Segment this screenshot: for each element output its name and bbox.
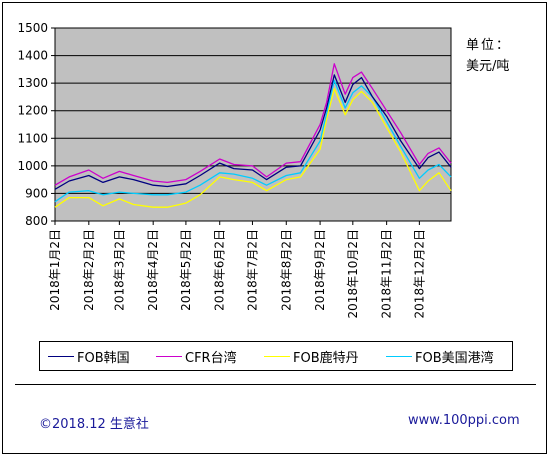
- line-chart: 800 900 1000 1100 1200 1300 1400 1500 2018年1月2日…: [17, 21, 452, 318]
- x-tick-label: 2018年10月2日: [346, 229, 360, 318]
- legend-swatch-fob-us-gulf: [386, 355, 412, 357]
- x-tick-label: 2018年5月2日: [179, 229, 193, 311]
- chart-legend: FOB韩国 CFR台湾 FOB鹿特丹 FOB美国港湾: [39, 341, 513, 371]
- y-tick-label: 1000: [17, 159, 48, 173]
- x-tick-label: 2018年9月2日: [313, 229, 327, 311]
- x-tick-label: 2018年3月2日: [112, 229, 126, 311]
- legend-swatch-cfr-taiwan: [156, 355, 182, 357]
- legend-label-fob-korea: FOB韩国: [77, 350, 130, 366]
- y-tick-label: 1300: [17, 76, 48, 90]
- x-tick-label: 2018年12月2日: [412, 229, 426, 318]
- unit-value: 美元/吨: [466, 59, 510, 74]
- series-line-fob-us-gulf: [54, 79, 452, 203]
- x-tick-label: 2018年2月2日: [82, 229, 96, 311]
- legend-swatch-fob-korea: [48, 355, 74, 357]
- footer-website: www.100ppi.com: [408, 413, 520, 428]
- y-tick-label: 1500: [17, 21, 48, 35]
- series-line-fob-korea: [54, 74, 452, 190]
- legend-label-fob-rotterdam: FOB鹿特丹: [293, 350, 359, 366]
- x-tick-label: 2018年1月2日: [48, 229, 62, 311]
- series-line-fob-rotterdam: [54, 88, 452, 208]
- legend-item-fob-rotterdam: FOB鹿特丹: [264, 342, 359, 370]
- x-tick-label: 2018年11月2日: [380, 229, 394, 318]
- x-tick-label: 2018年6月2日: [213, 229, 227, 311]
- legend-swatch-fob-rotterdam: [264, 355, 290, 357]
- y-tick-label: 1100: [17, 131, 48, 145]
- legend-item-fob-korea: FOB韩国: [48, 342, 130, 370]
- unit-label: 单位：: [466, 38, 512, 53]
- y-tick-label: 800: [25, 214, 48, 228]
- y-tick-label: 900: [25, 186, 48, 200]
- chart-frame: 800 900 1000 1100 1200 1300 1400 1500 2018年1月2日…: [2, 2, 547, 454]
- x-tick-label: 2018年4月2日: [146, 229, 160, 311]
- legend-label-fob-us-gulf: FOB美国港湾: [415, 350, 494, 366]
- legend-item-fob-us-gulf: FOB美国港湾: [386, 342, 494, 370]
- series-line-cfr-taiwan: [54, 63, 452, 186]
- x-tick-label: 2018年8月2日: [279, 229, 293, 311]
- legend-label-cfr-taiwan: CFR台湾: [185, 350, 237, 366]
- x-tick-label: 2018年7月2日: [245, 229, 259, 311]
- separator-line: [15, 384, 536, 385]
- y-tick-label: 1200: [17, 104, 48, 118]
- legend-item-cfr-taiwan: CFR台湾: [156, 342, 237, 370]
- y-tick-label: 1400: [17, 49, 48, 63]
- footer-copyright: ©2018.12 生意社: [39, 417, 149, 432]
